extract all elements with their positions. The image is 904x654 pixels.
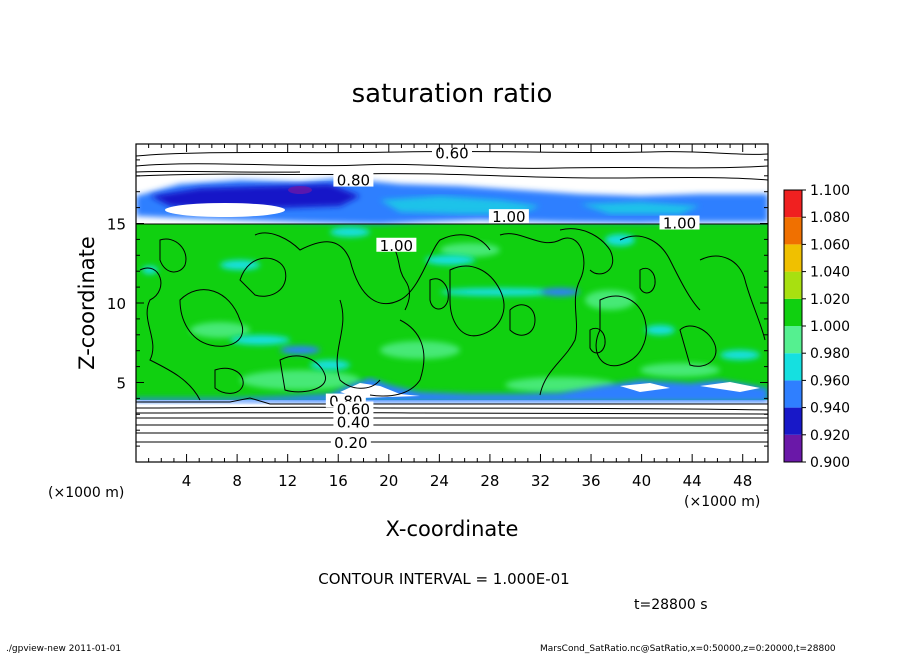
colorbar-label: 1.000 [810, 319, 850, 335]
y-tick-label: 5 [116, 375, 126, 393]
x-tick-label: 44 [683, 472, 702, 490]
x-tick-label: 32 [531, 472, 550, 490]
chart-title: saturation ratio [352, 79, 553, 109]
colorbar-swatch [784, 407, 802, 435]
colorbar-label: 0.920 [810, 428, 850, 444]
contour-interval: CONTOUR INTERVAL = 1.000E-01 [318, 570, 569, 588]
colorbar-swatch [784, 244, 802, 272]
contour-label-bg [488, 209, 529, 224]
colorbar-label: 1.080 [810, 210, 850, 226]
plot-area: 0.600.801.001.001.000.800.600.400.20 [136, 144, 768, 462]
contour-label-bg [333, 414, 374, 429]
contour-label: 0.40 [337, 413, 370, 431]
x-tick-label: 28 [480, 472, 499, 490]
contour-label: 0.60 [337, 401, 370, 419]
colorbar-label: 1.040 [810, 265, 850, 281]
time-label: t=28800 s [634, 597, 708, 613]
x-tick-label: 40 [632, 472, 651, 490]
x-tick-label: 4 [182, 472, 192, 490]
y-tick-label: 10 [107, 295, 126, 313]
x-tick-label: 20 [379, 472, 398, 490]
colorbar-swatch [784, 190, 802, 218]
contour-label-bg [330, 434, 371, 449]
colorbar-swatch [784, 217, 802, 245]
contour-label-bg [376, 237, 417, 252]
x-tick-label: 16 [329, 472, 348, 490]
x-tick-label: 36 [581, 472, 600, 490]
colorbar-label: 1.100 [810, 183, 850, 199]
contour-label: 0.80 [337, 172, 370, 190]
x-tick-label: 8 [232, 472, 242, 490]
x-axis: 4 8 12 16 20 24 28 32 36 40 44 48 [148, 144, 756, 490]
y-unit-label: (×1000 m) [48, 485, 124, 501]
colorbar: 0.900 0.920 0.940 0.960 0.980 1.000 1.020 1.040… [783, 183, 850, 471]
contour-label: 1.00 [492, 208, 525, 226]
x-tick-label: 48 [733, 472, 752, 490]
y-tick-label: 15 [107, 216, 126, 234]
upper-cloud-purple [288, 186, 312, 194]
colorbar-label: 0.940 [810, 401, 850, 417]
colorbar-swatch [784, 434, 802, 462]
x-axis-label: X-coordinate [386, 517, 519, 541]
colorbar-label: 0.980 [810, 346, 850, 362]
contour-label-bg [432, 145, 472, 160]
contour-labels: 0.600.801.001.001.000.800.600.400.20 [325, 145, 700, 452]
saturation-contours [139, 228, 766, 401]
colorbar-swatch [784, 326, 802, 354]
colorbar-swatch [784, 271, 802, 299]
footer-right-note: MarsCond_SatRatio.nc@SatRatio,x=0:50000,… [540, 644, 836, 654]
footer-left-note: ./gpview-new 2011-01-01 [6, 644, 121, 654]
upper-cloud-hole [165, 203, 285, 217]
contour-label: 1.00 [380, 237, 413, 255]
colorbar-label: 0.960 [810, 373, 850, 389]
y-axis-label: Z-coordinate [75, 236, 99, 370]
colorbar-swatch [784, 298, 802, 326]
contour-label: 0.60 [435, 145, 468, 163]
cloud-speckles [142, 227, 760, 370]
upper-cloud-cyan [380, 196, 700, 214]
x-unit-label: (×1000 m) [684, 494, 760, 510]
contour-label-bg [333, 401, 374, 416]
contour-label-bg [333, 172, 374, 187]
colorbar-swatch [784, 380, 802, 408]
colorbar-label: 1.020 [810, 292, 850, 308]
x-tick-label: 12 [278, 472, 297, 490]
contour-label-bg [659, 215, 700, 230]
colorbar-label: 1.060 [810, 237, 850, 253]
colorbar-label: 0.900 [810, 455, 850, 471]
y-axis: 5 10 15 [107, 159, 768, 447]
lower-cloud-band [136, 378, 768, 402]
lower-contours [136, 397, 768, 443]
lower-cloud-core [340, 382, 760, 398]
x-tick-label: 24 [430, 472, 449, 490]
contour-label: 1.00 [663, 215, 696, 233]
colorbar-swatch [784, 353, 802, 381]
contour-label: 0.20 [334, 434, 367, 452]
